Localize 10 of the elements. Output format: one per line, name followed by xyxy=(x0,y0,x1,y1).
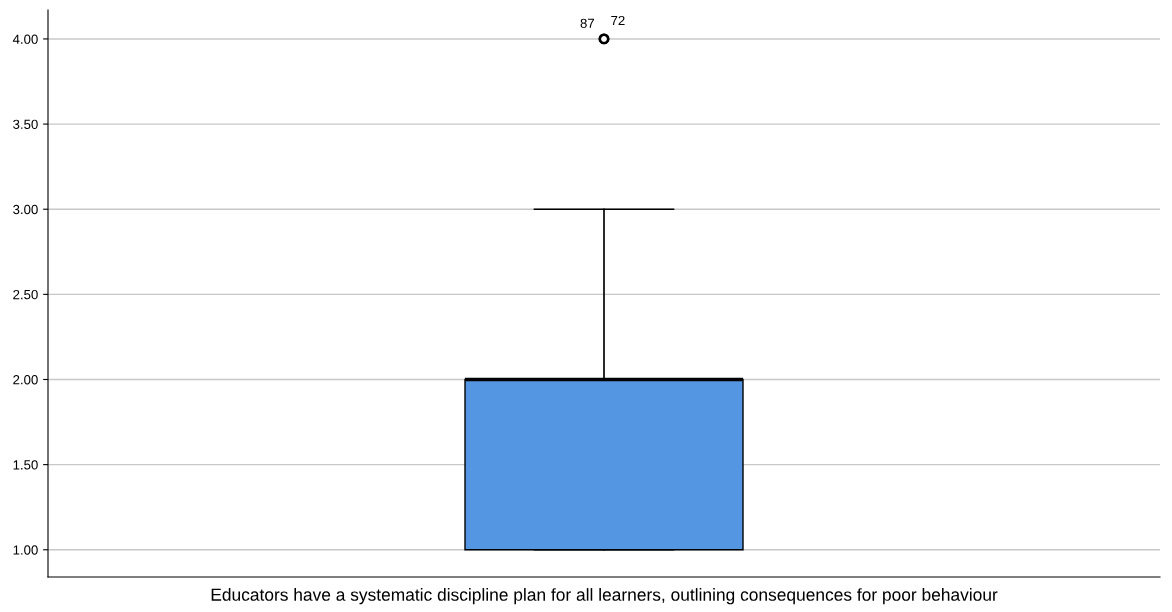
y-tick-label: 1.50 xyxy=(13,460,38,470)
y-tick-label: 2.50 xyxy=(13,289,38,300)
y-tick-label: 1.00 xyxy=(13,545,38,555)
y-tick-label: 2.00 xyxy=(13,375,38,385)
y-tick-label: 3.50 xyxy=(13,119,38,129)
annotation: 87 xyxy=(580,18,595,28)
y-tick-label: 4.00 xyxy=(12,34,38,44)
x-tick-label: Educators have a systematic discipline plan for all learners, outlining consequences for poor behaviour xyxy=(211,588,998,605)
y-tick-label: 3.00 xyxy=(13,204,38,215)
annotation: 72 xyxy=(611,15,625,26)
